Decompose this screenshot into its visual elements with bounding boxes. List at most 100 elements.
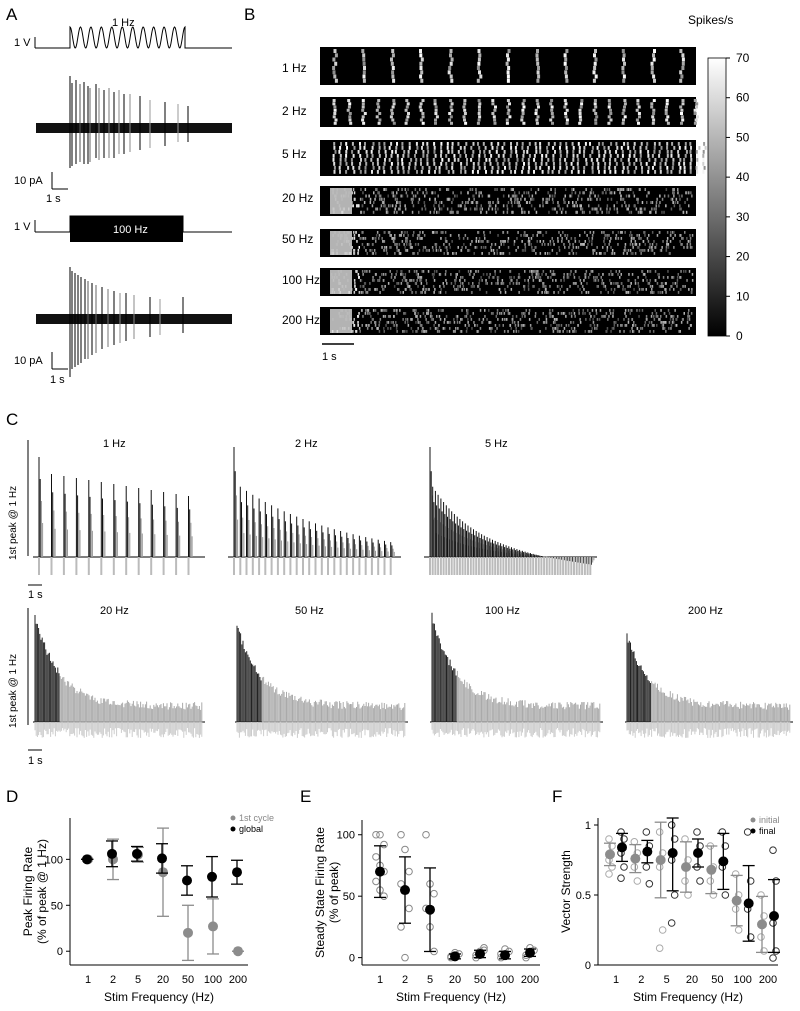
raster-tick — [620, 146, 623, 150]
raster-tick — [679, 166, 682, 170]
raster-tick — [670, 234, 672, 237]
raster-tick — [523, 324, 526, 327]
raster-tick — [413, 231, 415, 234]
raster-tick — [395, 309, 397, 312]
raster-tick — [624, 231, 626, 234]
raster-tick — [521, 142, 524, 146]
raster-tick — [565, 142, 568, 146]
data-point — [397, 830, 405, 839]
raster-tick — [419, 61, 423, 66]
raster-tick — [554, 207, 556, 211]
raster-tick — [414, 194, 417, 198]
raster-tick — [409, 279, 412, 282]
raster-tick — [414, 162, 417, 166]
mean-point — [208, 921, 218, 932]
raster-tick — [653, 252, 656, 255]
raster-tick — [340, 309, 342, 312]
raster-tick — [435, 327, 437, 330]
raster-tick — [426, 154, 429, 158]
raster-tick — [445, 162, 448, 166]
raster-tick — [357, 273, 360, 276]
raster-tick — [685, 270, 687, 273]
raster-tick — [345, 191, 347, 195]
raster-tick — [457, 288, 459, 291]
raster-tick — [574, 282, 576, 285]
raster-tick — [690, 324, 692, 327]
x-axis-label: Stim Frequency (Hz) — [104, 990, 214, 1004]
raster-tick — [608, 315, 610, 318]
raster-tick — [640, 142, 643, 146]
raster-tick — [652, 53, 655, 58]
raster-tick — [652, 118, 656, 122]
raster-tick — [440, 288, 442, 291]
raster-tick — [507, 237, 510, 240]
raster-tick — [511, 321, 514, 324]
raster-tick — [343, 288, 345, 291]
raster-tick — [396, 243, 398, 246]
raster-tick — [420, 279, 423, 282]
raster-tick — [481, 207, 483, 211]
raster-tick — [404, 312, 407, 315]
raster-tick — [574, 191, 577, 195]
raster-tick — [559, 234, 562, 237]
raster-tick — [440, 201, 443, 204]
raster-tick — [382, 273, 385, 276]
raster-tick — [564, 112, 568, 115]
raster-tick — [359, 170, 362, 174]
raster-tick — [666, 115, 670, 119]
raster-tick — [536, 234, 538, 237]
raster-tick — [352, 154, 355, 158]
raster-tick — [377, 327, 379, 330]
raster-tick — [598, 273, 600, 276]
raster-tick — [606, 237, 609, 240]
raster-tick — [629, 231, 632, 234]
raster-tick — [371, 204, 374, 208]
raster-tick — [351, 191, 353, 195]
raster-tick — [597, 279, 600, 282]
raster-tick — [571, 249, 574, 252]
raster-tick — [667, 243, 670, 246]
raster-tick — [460, 166, 463, 170]
raster-tick — [440, 249, 442, 252]
raster-tick — [455, 315, 458, 318]
raster-tick — [679, 49, 683, 53]
raster-tick — [422, 288, 425, 291]
raster-tick — [528, 312, 530, 315]
raster-tick — [411, 279, 413, 282]
raster-tick — [366, 270, 368, 273]
raster-tick — [383, 327, 385, 330]
raster-tick — [580, 282, 583, 285]
raster-tick — [594, 249, 596, 252]
raster-tick — [406, 102, 410, 106]
raster-tick — [399, 207, 401, 211]
raster-tick — [550, 112, 554, 115]
raster-tick — [547, 158, 550, 162]
raster-tick — [649, 330, 651, 333]
raster-tick — [627, 291, 630, 294]
raster-tick — [645, 288, 647, 291]
raster-tick — [438, 330, 441, 333]
raster-tick — [414, 270, 416, 273]
raster-tick — [554, 150, 556, 154]
raster-tick — [691, 291, 693, 294]
raster-tick — [391, 273, 393, 276]
raster-tick — [343, 194, 345, 198]
raster-tick — [480, 204, 482, 208]
raster-tick — [396, 282, 398, 285]
raster-tick — [404, 108, 408, 112]
raster-tick — [577, 285, 579, 288]
raster-tick — [362, 70, 366, 75]
raster-tick — [341, 285, 344, 288]
raster-tick — [522, 150, 525, 154]
raster-tick — [373, 201, 375, 204]
raster-tick — [346, 312, 349, 315]
x-axis-label: Stim Frequency (Hz) — [396, 990, 506, 1004]
raster-tick — [438, 207, 441, 211]
raster-tick — [440, 237, 442, 240]
raster-tick — [482, 273, 485, 276]
raster-tick — [476, 330, 479, 333]
raster-tick — [637, 210, 640, 214]
raster-tick — [669, 240, 672, 243]
raster-tick — [635, 108, 639, 112]
raster-tick — [462, 115, 466, 119]
